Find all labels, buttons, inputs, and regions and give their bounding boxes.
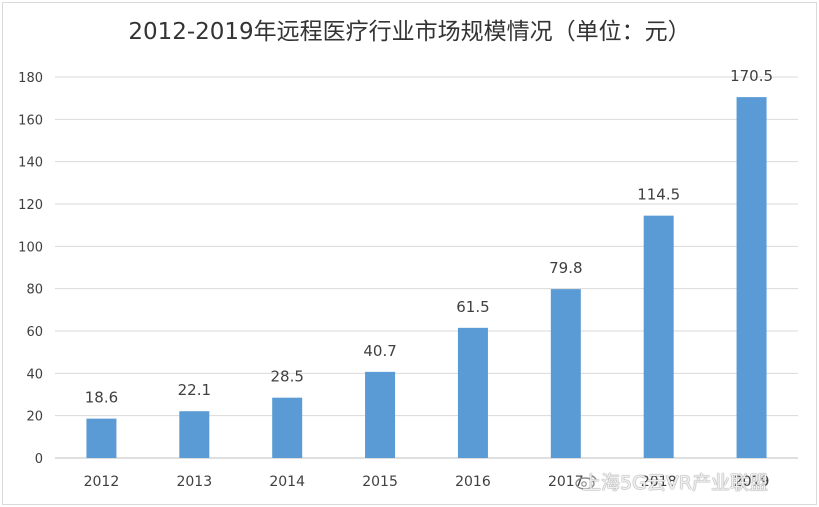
x-tick-label: 2012 xyxy=(84,474,120,490)
y-tick-label: 160 xyxy=(18,113,43,128)
data-label: 170.5 xyxy=(730,67,773,85)
y-tick-label: 180 xyxy=(18,71,43,86)
bar-2018 xyxy=(643,215,674,458)
chart-title: 2012-2019年远程医疗行业市场规模情况（单位：元） xyxy=(128,19,691,45)
y-tick-label: 100 xyxy=(18,240,43,255)
weibo-icon xyxy=(575,475,597,490)
y-tick-label: 0 xyxy=(35,452,43,467)
bar-2016 xyxy=(457,327,488,458)
data-labels: 18.6 22.1 28.5 40.7 61.5 79.8 114.5 170.5 xyxy=(85,67,773,407)
x-tick-label: 2014 xyxy=(269,474,305,490)
x-tick-label: 2018 xyxy=(641,474,677,490)
bar-2019 xyxy=(736,97,767,458)
y-tick-label: 80 xyxy=(26,283,43,298)
y-tick-label: 40 xyxy=(26,367,43,382)
x-tick-label: 2015 xyxy=(362,474,398,490)
y-tick-label: 60 xyxy=(26,325,43,340)
x-tick-label: 2017 xyxy=(548,474,584,490)
watermark: 上海5G云VR产业联盟 xyxy=(582,472,769,494)
y-axis-ticks: 0 20 40 60 80 100 120 140 160 180 xyxy=(18,71,43,467)
y-tick-label: 20 xyxy=(26,410,43,425)
data-label: 61.5 xyxy=(456,298,489,316)
bar-2012 xyxy=(86,418,117,458)
x-tick-label: 2013 xyxy=(176,474,212,490)
data-label: 114.5 xyxy=(637,186,680,204)
bar-2013 xyxy=(179,411,210,458)
y-tick-label: 120 xyxy=(18,198,43,213)
data-label: 28.5 xyxy=(270,368,303,386)
gridlines xyxy=(55,76,798,459)
y-tick-label: 140 xyxy=(18,156,43,171)
data-label: 22.1 xyxy=(178,381,211,399)
data-label: 79.8 xyxy=(549,259,582,277)
x-tick-label: 2016 xyxy=(455,474,491,490)
data-label: 40.7 xyxy=(363,342,396,360)
x-tick-label: 2019 xyxy=(734,474,770,490)
bar-2014 xyxy=(272,397,303,458)
x-axis-ticks: 2012 2013 2014 2015 2016 2017 2018 2019 xyxy=(84,474,770,490)
bar-2017 xyxy=(550,289,581,458)
data-label: 18.6 xyxy=(85,389,118,407)
bars xyxy=(86,97,767,458)
bar-2015 xyxy=(365,371,396,458)
